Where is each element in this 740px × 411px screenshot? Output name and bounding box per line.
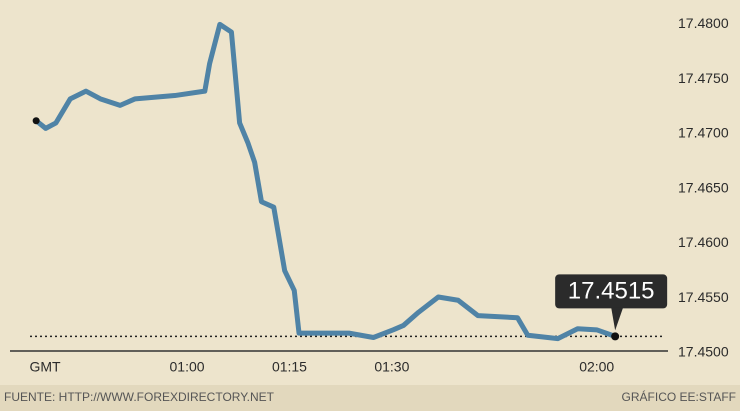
end-point [611,332,619,340]
x-tick-label: 01:15 [272,359,307,375]
credit: GRÁFICO EE:STAFF [622,389,736,404]
x-tick-label: 01:00 [170,359,205,375]
y-tick-label: 17.4700 [678,125,729,141]
x-axis-label: GMT [29,359,61,375]
source: FUENTE: HTTP://WWW.FOREXDIRECTORY.NET [4,390,275,404]
y-tick-label: 17.4600 [678,234,729,250]
y-tick-label: 17.4650 [678,179,729,195]
page: FUENTE: HTTP://WWW.FOREXDIRECTORY.NET GR… [0,0,740,411]
y-tick-label: 17.4500 [678,344,729,360]
background [0,0,740,411]
y-tick-label: 17.4750 [678,70,729,86]
start-point [33,117,40,124]
x-tick-label: 01:30 [374,359,409,375]
value-callout-label: 17.4515 [568,278,655,305]
chart: FUENTE: HTTP://WWW.FOREXDIRECTORY.NET GR… [0,0,740,411]
x-tick-label: 02:00 [579,359,614,375]
y-tick-label: 17.4550 [678,289,729,305]
y-tick-label: 17.4800 [678,15,729,31]
